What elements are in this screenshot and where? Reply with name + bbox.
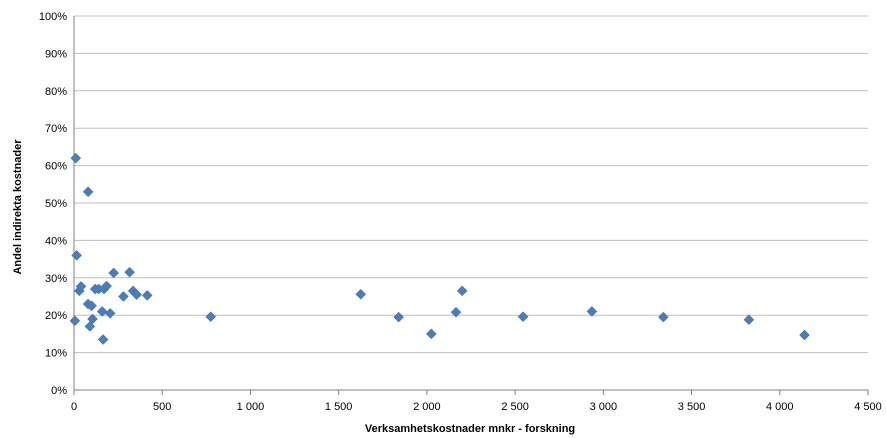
data-point	[393, 311, 405, 323]
data-point	[124, 266, 135, 278]
x-axis-title: Verksamhetskostnader mnkr - forskning	[365, 423, 575, 435]
x-tick-label: 500	[153, 401, 171, 413]
data-point	[75, 281, 87, 292]
y-tick-label: 60%	[45, 161, 67, 173]
y-tick-label: 0%	[51, 385, 67, 397]
data-point	[87, 313, 98, 325]
y-tick-label: 90%	[45, 48, 67, 60]
data-points	[69, 152, 810, 345]
data-point	[70, 152, 82, 164]
y-tick-labels: 0% 10% 20% 30% 40% 50% 60% 70% 80% 90% 100%	[39, 11, 67, 397]
data-point	[96, 306, 108, 317]
data-point	[799, 329, 810, 341]
x-tick-label: 1 500	[325, 401, 353, 413]
data-point	[355, 288, 367, 300]
data-point	[205, 311, 217, 323]
y-axis-title: Andel indirekta kostnader	[12, 139, 24, 275]
y-tick-label: 20%	[45, 310, 67, 322]
data-point	[69, 315, 81, 327]
y-tick-label: 100%	[39, 11, 67, 23]
data-point	[97, 334, 109, 345]
data-point	[517, 311, 529, 323]
data-point	[118, 291, 129, 302]
y-tick-label: 70%	[45, 123, 67, 135]
x-tick-labels: 0 500 1 000 1 500 2 000 2 500 3 000 3 500 4 000 4…	[71, 401, 882, 413]
x-tick-label: 2 500	[501, 401, 529, 413]
x-tick-label: 4 000	[766, 401, 794, 413]
x-tick-label: 3 000	[590, 401, 618, 413]
x-tick-label: 3 500	[678, 401, 706, 413]
y-tick-label: 10%	[45, 348, 67, 360]
data-point	[450, 306, 462, 318]
y-tick-label: 80%	[45, 86, 67, 98]
data-point	[456, 285, 468, 297]
data-point	[743, 314, 755, 326]
data-point	[101, 280, 112, 292]
data-point	[71, 250, 83, 261]
data-point	[104, 307, 116, 319]
data-point	[586, 306, 598, 317]
y-tick-label: 40%	[45, 235, 67, 247]
data-point	[131, 289, 142, 300]
data-point	[86, 300, 97, 312]
x-tick-label: 0	[71, 401, 77, 413]
grid-layer	[74, 15, 868, 354]
x-tick-label: 2 000	[413, 401, 441, 413]
data-point	[425, 328, 437, 340]
data-point	[141, 290, 153, 301]
x-tick-label: 1 000	[237, 401, 265, 413]
y-tick-label: 30%	[45, 273, 67, 285]
data-point	[657, 311, 669, 323]
data-point	[82, 186, 94, 198]
data-point	[108, 267, 120, 279]
x-tick-label: 4 500	[854, 401, 882, 413]
axis-layer	[73, 16, 869, 395]
y-tick-label: 50%	[45, 198, 67, 210]
